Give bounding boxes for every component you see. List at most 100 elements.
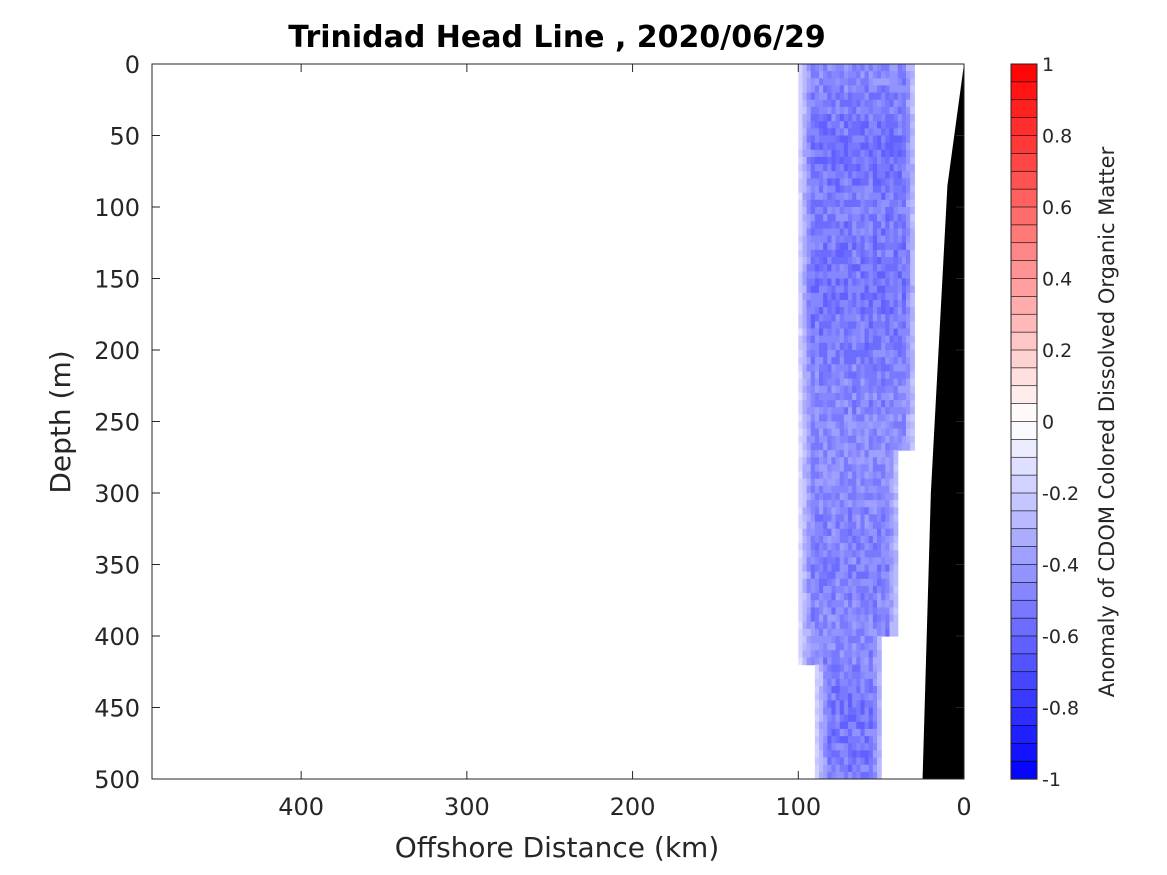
anomaly-cell — [819, 435, 824, 444]
colorbar-tick-label: -0.4 — [1042, 555, 1079, 577]
anomaly-cell — [802, 414, 808, 423]
anomaly-cell — [835, 214, 841, 222]
anomaly-cell — [835, 664, 841, 673]
anomaly-cell — [814, 750, 820, 759]
anomaly-cell — [856, 657, 862, 666]
anomaly-cell — [877, 135, 882, 144]
colorbar-tick-label: -0.8 — [1042, 698, 1079, 720]
anomaly-cell — [819, 442, 824, 451]
anomaly-cell — [885, 521, 891, 530]
anomaly-cell — [856, 257, 862, 265]
anomaly-cell — [848, 328, 853, 337]
anomaly-cell — [885, 214, 891, 222]
anomaly-cell — [872, 164, 878, 172]
anomaly-cell — [856, 278, 862, 287]
anomaly-cell — [860, 228, 866, 237]
anomaly-cell — [872, 607, 878, 616]
anomaly-cell — [831, 614, 837, 623]
anomaly-cell — [802, 435, 808, 444]
anomaly-cell — [831, 471, 837, 480]
anomaly-cell — [835, 750, 841, 759]
anomaly-cell — [835, 678, 841, 687]
anomaly-cell — [827, 185, 833, 194]
anomaly-cell — [827, 750, 833, 759]
colorbar-swatch — [1010, 439, 1038, 458]
anomaly-cell — [868, 600, 874, 608]
anomaly-cell — [852, 149, 857, 158]
anomaly-cell — [852, 199, 857, 208]
anomaly-cell — [872, 686, 878, 694]
anomaly-cell — [897, 371, 903, 380]
anomaly-cell — [889, 192, 895, 201]
anomaly-cell — [810, 564, 816, 573]
anomaly-cell — [885, 335, 891, 344]
anomaly-cell — [814, 471, 820, 480]
anomaly-cell — [868, 636, 874, 644]
anomaly-cell — [881, 350, 886, 358]
anomaly-cell — [893, 378, 899, 387]
anomaly-cell — [877, 607, 882, 616]
anomaly-cell — [877, 278, 882, 287]
anomaly-cell — [798, 621, 804, 630]
anomaly-cell — [877, 535, 882, 544]
anomaly-cell — [860, 264, 866, 272]
colorbar-swatch — [1010, 367, 1038, 387]
anomaly-cell — [901, 350, 907, 358]
anomaly-cell — [897, 264, 903, 272]
anomaly-cell — [798, 385, 804, 394]
anomaly-cell — [856, 743, 862, 751]
anomaly-cell — [827, 764, 833, 773]
colorbar-swatch — [1010, 582, 1038, 601]
anomaly-cell — [868, 164, 874, 172]
anomaly-cell — [885, 543, 891, 551]
anomaly-cell — [814, 171, 820, 179]
anomaly-cell — [814, 500, 820, 508]
anomaly-cell — [827, 371, 833, 380]
anomaly-cell — [843, 221, 849, 230]
anomaly-cell — [901, 442, 907, 451]
anomaly-cell — [806, 242, 812, 251]
anomaly-cell — [856, 664, 862, 673]
anomaly-cell — [885, 535, 891, 544]
anomaly-cell — [827, 278, 833, 287]
anomaly-cell — [831, 164, 837, 172]
anomaly-cell — [819, 321, 824, 330]
anomaly-cell — [798, 585, 804, 594]
anomaly-cell — [806, 428, 812, 437]
anomaly-cell — [839, 564, 845, 573]
anomaly-cell — [906, 64, 911, 72]
anomaly-cell — [852, 643, 857, 651]
anomaly-cell — [848, 249, 853, 258]
anomaly-cell — [881, 264, 886, 272]
anomaly-cell — [877, 557, 882, 566]
anomaly-cell — [910, 278, 915, 287]
anomaly-cell — [889, 242, 895, 251]
anomaly-cell — [810, 164, 816, 172]
anomaly-cell — [827, 607, 833, 616]
anomaly-cell — [868, 242, 874, 251]
anomaly-cell — [823, 571, 828, 580]
anomaly-cell — [868, 278, 874, 287]
anomaly-cell — [823, 578, 828, 587]
anomaly-cell — [897, 357, 903, 365]
anomaly-cell — [835, 736, 841, 744]
anomaly-cell — [893, 350, 899, 358]
anomaly-cell — [848, 178, 853, 187]
anomaly-cell — [843, 164, 849, 172]
anomaly-cell — [881, 135, 886, 144]
anomaly-cell — [885, 149, 891, 158]
anomaly-cell — [806, 500, 812, 508]
anomaly-cell — [868, 593, 874, 601]
anomaly-cell — [848, 257, 853, 265]
anomaly-cell — [893, 292, 899, 301]
anomaly-cell — [848, 621, 853, 630]
anomaly-cell — [864, 614, 870, 623]
anomaly-cell — [872, 99, 878, 108]
anomaly-cell — [798, 564, 804, 573]
anomaly-cell — [819, 736, 824, 744]
anomaly-cell — [823, 357, 828, 365]
anomaly-cell — [864, 678, 870, 687]
anomaly-cell — [864, 707, 870, 716]
anomaly-cell — [806, 342, 812, 351]
anomaly-cell — [835, 764, 841, 773]
